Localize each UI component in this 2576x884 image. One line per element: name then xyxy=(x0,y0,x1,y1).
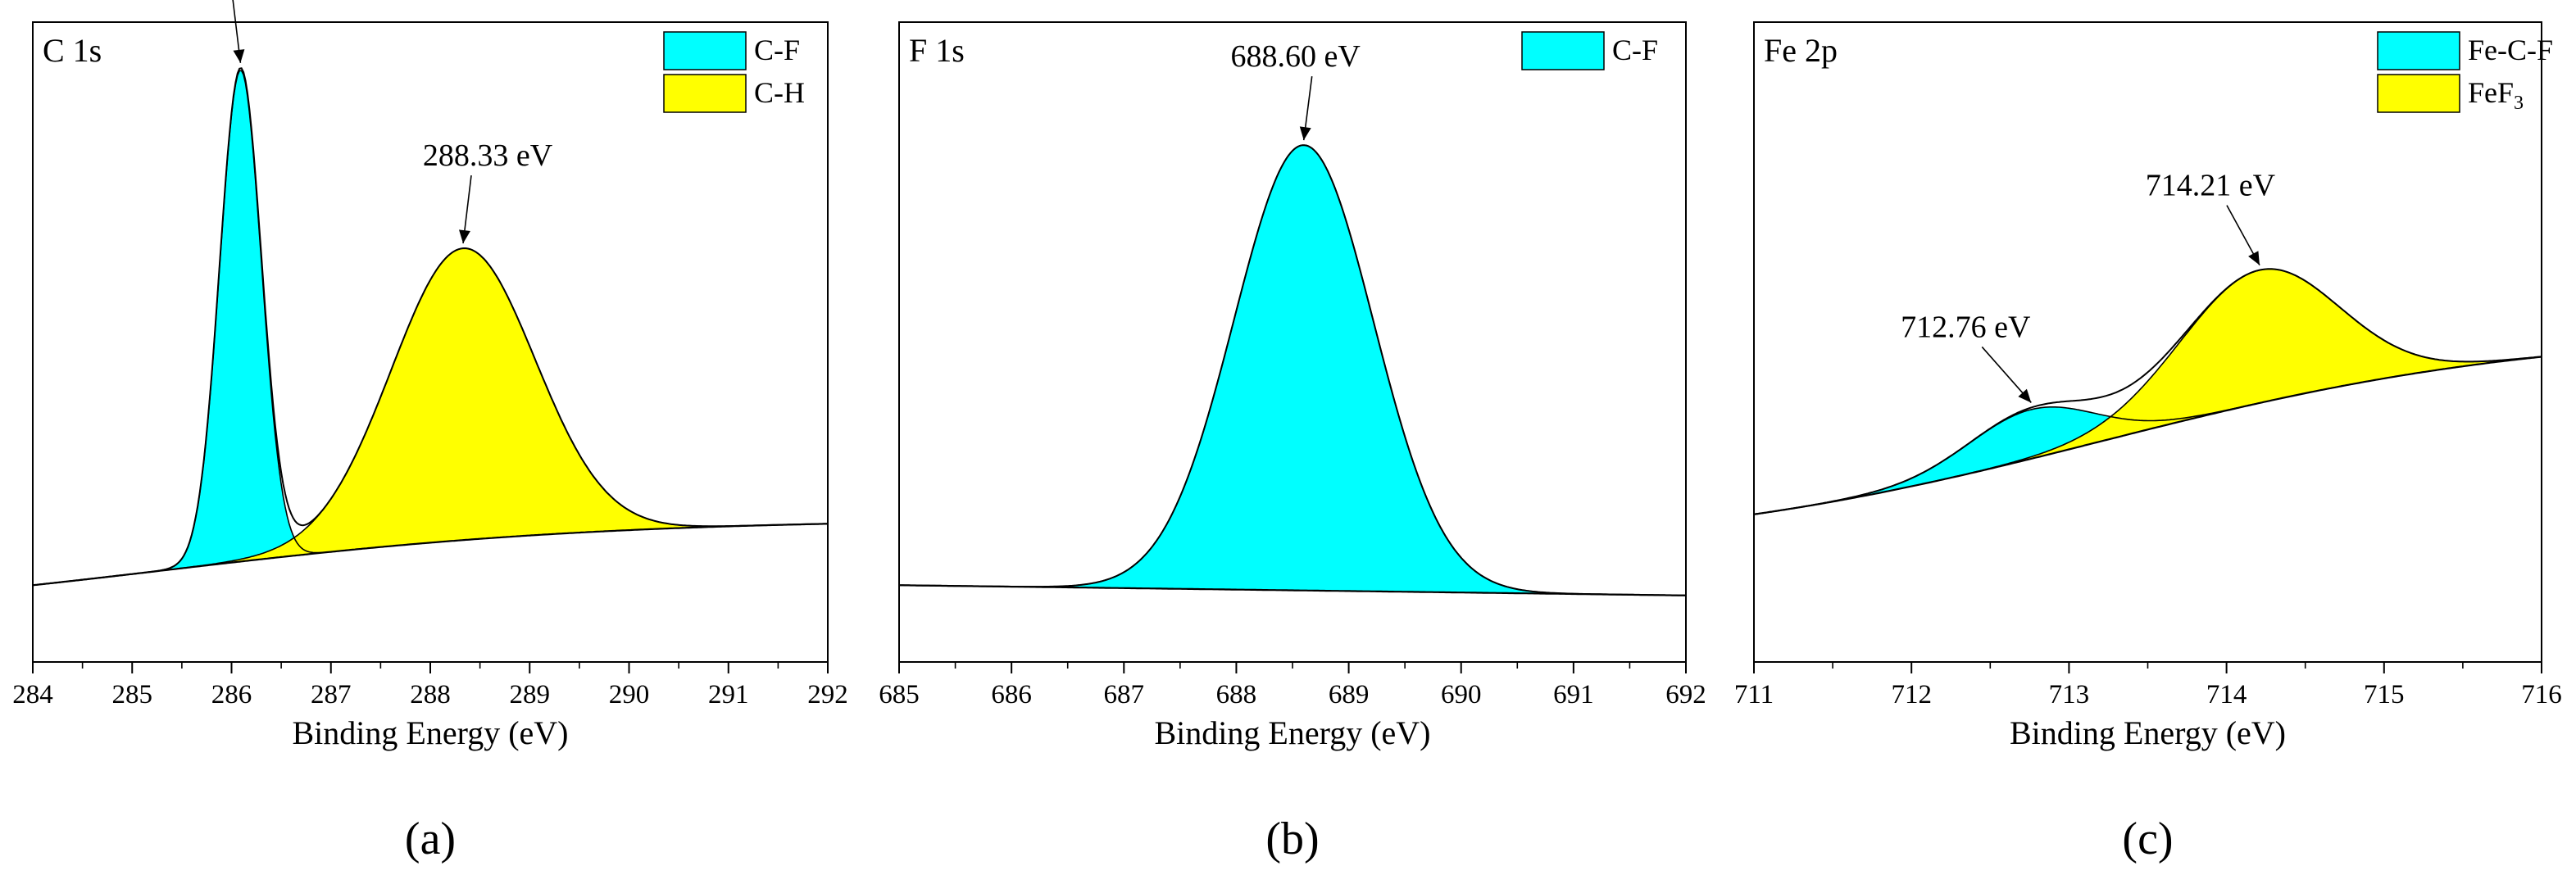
x-tick-label: 286 xyxy=(211,680,252,709)
annotation-arrowhead xyxy=(459,229,470,244)
panel-title: F 1s xyxy=(909,32,965,69)
annotation-arrowhead xyxy=(233,49,245,63)
annotation-arrowhead xyxy=(2018,388,2032,403)
x-tick-label: 288 xyxy=(410,680,451,709)
annotation-arrowhead xyxy=(2248,251,2260,265)
peak-area-fe-c-f xyxy=(1754,356,2542,515)
legend-label: FeF3 xyxy=(2468,76,2524,114)
legend-label: C-F xyxy=(1612,34,1658,66)
peak-area-c-f xyxy=(33,70,828,586)
x-tick-label: 686 xyxy=(991,680,1032,709)
background-line xyxy=(32,523,829,587)
chart-panel-3: 711 712 713 714 715 716 Binding Energy (eV) Fe … xyxy=(1734,21,2562,864)
x-tick-label: 713 xyxy=(2049,680,2090,709)
panel-label: (c) xyxy=(2122,814,2173,864)
x-tick-label: 685 xyxy=(879,680,920,709)
legend-swatch xyxy=(663,74,747,113)
annotation-label: 712.76 eV xyxy=(1901,310,2031,344)
legend-swatch xyxy=(663,31,747,70)
x-tick-label: 715 xyxy=(2364,680,2405,709)
x-axis-label: Binding Energy (eV) xyxy=(293,714,569,751)
legend-label: C-F xyxy=(754,34,800,66)
x-tick-label: 712 xyxy=(1891,680,1932,709)
annotation-arrowhead xyxy=(1299,126,1311,141)
x-tick-label: 690 xyxy=(1441,680,1482,709)
chart-panel-2: 685 686 687 688 689 690 691 692 Binding Energy (… xyxy=(879,21,1706,864)
legend-swatch xyxy=(1521,31,1605,70)
x-tick-label: 689 xyxy=(1329,680,1370,709)
peak-area-c-h xyxy=(33,248,828,586)
annotation-label: 714.21 eV xyxy=(2146,169,2276,203)
x-tick-label: 289 xyxy=(510,680,551,709)
panel-title: Fe 2p xyxy=(1764,32,1838,69)
plot-frame xyxy=(1753,21,2542,663)
x-tick-label: 688 xyxy=(1216,680,1257,709)
x-tick-label: 711 xyxy=(1734,680,1774,709)
x-tick-label: 714 xyxy=(2206,680,2247,709)
legend-label: Fe-C-F xyxy=(2468,34,2553,66)
x-tick-label: 692 xyxy=(1665,680,1706,709)
x-tick-label: 290 xyxy=(609,680,650,709)
background-line xyxy=(1753,356,2542,515)
x-tick-label: 291 xyxy=(708,680,749,709)
peak-area-c-f xyxy=(899,145,1686,596)
x-tick-label: 687 xyxy=(1104,680,1145,709)
x-tick-label: 292 xyxy=(807,680,848,709)
legend-swatch xyxy=(2377,31,2460,70)
x-axis-label: Binding Energy (eV) xyxy=(2010,714,2286,751)
legend-label: C-H xyxy=(754,76,805,109)
chart-panel-1: 284 285 286 287 288 289 290 291 292 Binding Energ… xyxy=(12,0,848,864)
annotation-label: 688.60 eV xyxy=(1231,39,1361,74)
x-tick-label: 716 xyxy=(2521,680,2562,709)
panel-label: (a) xyxy=(405,814,456,864)
background-line xyxy=(899,584,1687,596)
x-tick-label: 691 xyxy=(1553,680,1594,709)
annotation-label: 288.33 eV xyxy=(423,138,553,173)
x-tick-label: 284 xyxy=(12,680,53,709)
x-tick-label: 285 xyxy=(112,680,153,709)
x-axis-label: Binding Energy (eV) xyxy=(1155,714,1431,751)
x-tick-label: 287 xyxy=(311,680,352,709)
peak-area-fef xyxy=(1754,269,2542,515)
panel-title: C 1s xyxy=(43,32,102,69)
legend-swatch xyxy=(2377,74,2460,113)
panel-label: (b) xyxy=(1265,814,1319,864)
